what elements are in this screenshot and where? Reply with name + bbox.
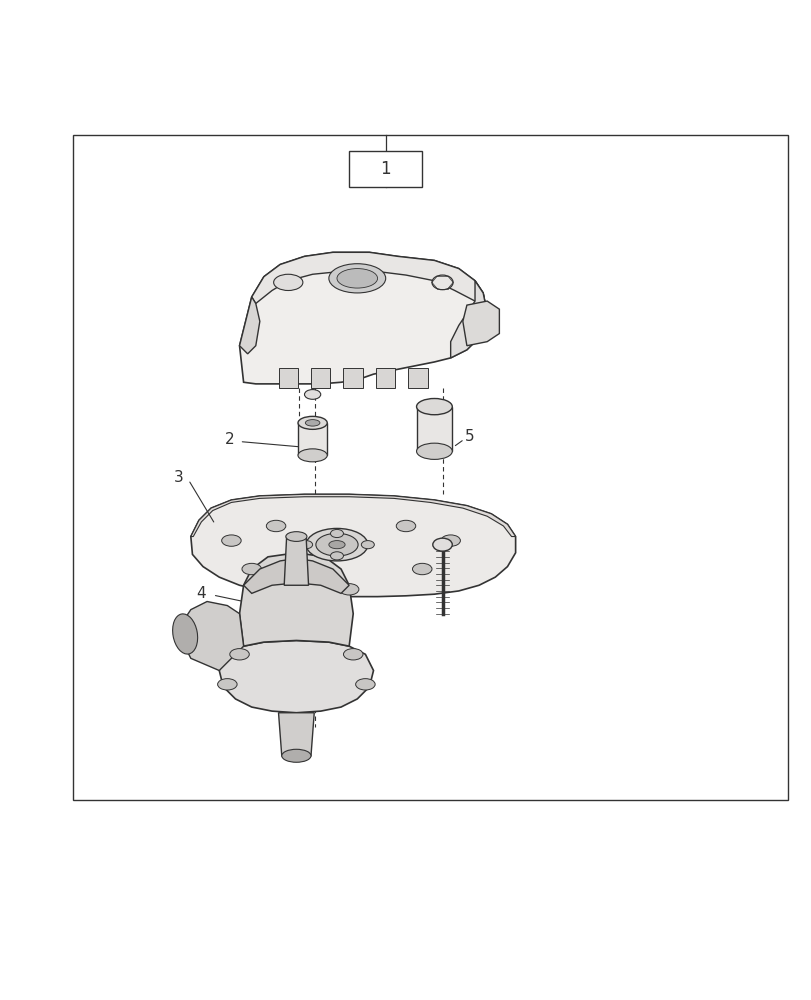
Bar: [278, 368, 298, 388]
Polygon shape: [182, 601, 243, 671]
Ellipse shape: [355, 679, 375, 690]
Bar: [343, 368, 363, 388]
Bar: [311, 368, 330, 388]
Ellipse shape: [173, 614, 197, 654]
Ellipse shape: [328, 264, 385, 293]
Polygon shape: [191, 494, 515, 537]
Polygon shape: [450, 281, 487, 358]
Ellipse shape: [299, 541, 312, 549]
Ellipse shape: [416, 398, 452, 415]
Ellipse shape: [242, 563, 261, 575]
Text: 5: 5: [464, 429, 474, 444]
Text: 4: 4: [196, 586, 206, 601]
Polygon shape: [416, 407, 452, 451]
Text: 3: 3: [174, 470, 183, 485]
Ellipse shape: [306, 528, 367, 561]
Bar: [408, 368, 427, 388]
Ellipse shape: [330, 552, 343, 560]
Ellipse shape: [339, 584, 358, 595]
Polygon shape: [298, 423, 327, 455]
Ellipse shape: [221, 535, 241, 546]
Polygon shape: [284, 537, 308, 585]
Ellipse shape: [285, 532, 307, 541]
Ellipse shape: [305, 420, 320, 426]
Ellipse shape: [431, 275, 453, 290]
Ellipse shape: [298, 449, 327, 462]
Ellipse shape: [230, 649, 249, 660]
Polygon shape: [239, 553, 353, 646]
Ellipse shape: [298, 416, 327, 429]
Ellipse shape: [266, 520, 285, 532]
Ellipse shape: [328, 541, 345, 549]
Ellipse shape: [412, 563, 431, 575]
Text: 2: 2: [225, 432, 234, 447]
Polygon shape: [278, 713, 314, 756]
Ellipse shape: [416, 443, 452, 459]
Polygon shape: [243, 558, 349, 593]
Polygon shape: [462, 301, 499, 346]
Bar: [73, 135, 787, 800]
Ellipse shape: [440, 535, 460, 546]
Polygon shape: [251, 252, 487, 313]
Polygon shape: [239, 252, 487, 384]
Bar: [375, 368, 395, 388]
Bar: [349, 151, 422, 187]
Ellipse shape: [330, 529, 343, 538]
Ellipse shape: [343, 649, 363, 660]
Ellipse shape: [273, 274, 303, 291]
Ellipse shape: [337, 269, 377, 288]
Ellipse shape: [304, 390, 320, 399]
Polygon shape: [239, 297, 260, 354]
Text: 1: 1: [380, 160, 391, 178]
Ellipse shape: [217, 679, 237, 690]
Ellipse shape: [315, 533, 358, 556]
Polygon shape: [191, 494, 515, 597]
Ellipse shape: [432, 538, 452, 551]
Polygon shape: [219, 640, 373, 713]
Ellipse shape: [281, 749, 311, 762]
Ellipse shape: [361, 541, 374, 549]
Ellipse shape: [396, 520, 415, 532]
